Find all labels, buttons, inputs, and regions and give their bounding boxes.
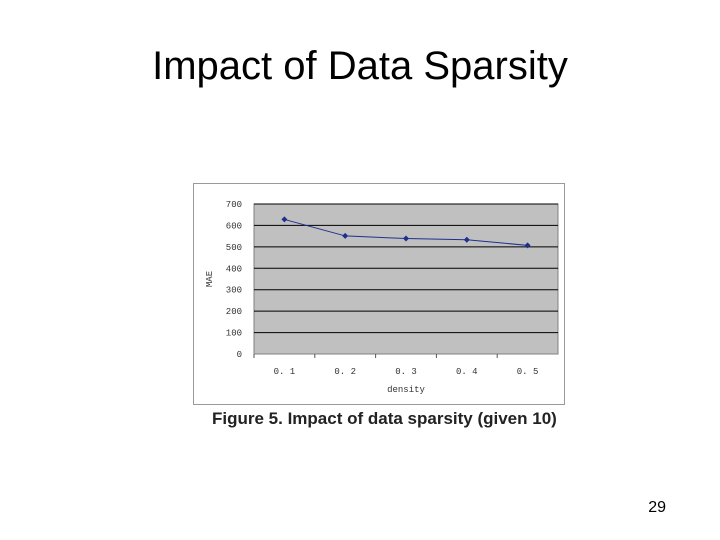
- slide-title: Impact of Data Sparsity: [152, 44, 568, 88]
- y-axis-label: MAE: [205, 271, 215, 287]
- y-tick-label: 300: [226, 286, 242, 296]
- data-point: [342, 232, 349, 239]
- x-axis-ticks: 0. 1 0. 2 0. 3 0. 4 0. 5: [253, 354, 539, 377]
- x-tick-label: 0. 1: [274, 367, 296, 377]
- y-tick-label: 400: [226, 264, 242, 274]
- data-point: [524, 242, 531, 249]
- x-tick-label: 0. 3: [395, 367, 417, 377]
- x-tick-label: 0. 4: [456, 367, 478, 377]
- data-point: [463, 236, 470, 243]
- y-tick-label: 0: [237, 350, 242, 360]
- x-axis-label: density: [387, 385, 425, 395]
- series-layer: [281, 216, 531, 249]
- y-tick-label: 700: [226, 200, 242, 210]
- y-tick-label: 100: [226, 329, 242, 339]
- y-tick-label: 500: [226, 243, 242, 253]
- y-tick-label: 600: [226, 221, 242, 231]
- y-axis-ticks: 0 100 200 300 400 500 600 700: [226, 200, 242, 360]
- plot-area: [253, 203, 559, 355]
- page-number: 29: [648, 499, 666, 516]
- data-point: [281, 216, 288, 223]
- x-tick-label: 0. 2: [334, 367, 356, 377]
- data-point: [403, 235, 409, 242]
- y-tick-label: 200: [226, 307, 242, 317]
- x-tick-label: 0. 5: [517, 367, 539, 377]
- figure-caption: Figure 5. Impact of data sparsity (given…: [212, 409, 557, 428]
